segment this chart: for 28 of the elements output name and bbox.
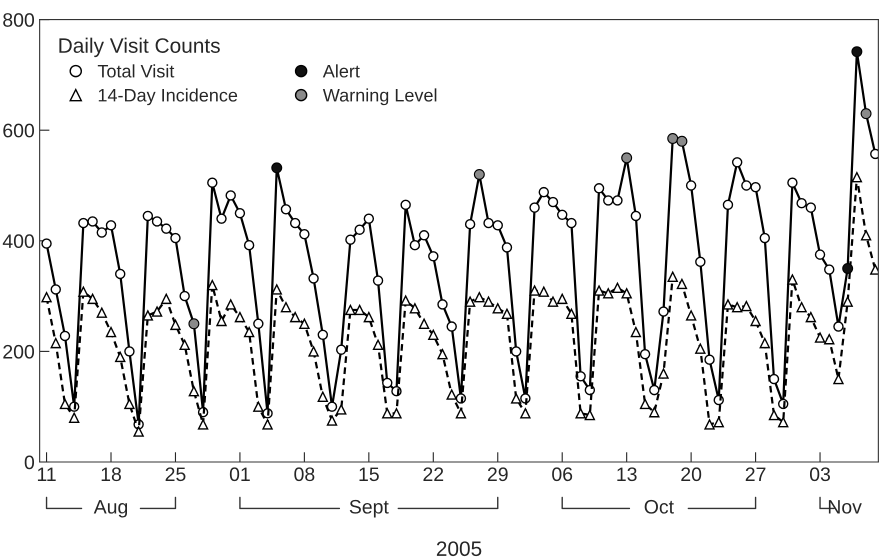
legend-label: Total Visit (98, 64, 174, 78)
x-tick-label: 27 (746, 467, 766, 481)
text: Aug (94, 500, 128, 518)
legend-label: 14-Day Incidence (98, 88, 238, 106)
y-tick-label: 400 (2, 234, 34, 248)
x-tick-label: 15 (360, 468, 379, 482)
x-tick-label: 13 (617, 467, 637, 482)
x-tick-label: 01 (230, 467, 250, 482)
x-tick-label: 11 (38, 468, 56, 481)
x-tick-label: 03 (810, 467, 830, 482)
y-tick-label: 600 (3, 124, 34, 138)
text: Sept (350, 500, 389, 518)
x-tick-label: 29 (488, 467, 508, 482)
y-tick-label: 200 (3, 344, 34, 359)
legend-title: Daily Visit Counts (59, 38, 220, 58)
y-tick-label: 800 (3, 13, 34, 27)
x-tick-label: 22 (423, 467, 444, 481)
x-tick-label: 20 (681, 467, 702, 482)
text: Nov (828, 500, 862, 514)
legend-label: Warning Level (322, 88, 436, 106)
text: Oct (644, 500, 674, 514)
y-tick-label: 0 (24, 455, 34, 470)
x-tick-label: 08 (294, 467, 314, 482)
x-axis-title: 2005 (436, 541, 482, 556)
legend-label: Alert (322, 64, 360, 78)
x-tick-label: 18 (102, 467, 121, 482)
x-tick-label: 25 (166, 467, 186, 482)
x-tick-label: 06 (552, 467, 572, 482)
